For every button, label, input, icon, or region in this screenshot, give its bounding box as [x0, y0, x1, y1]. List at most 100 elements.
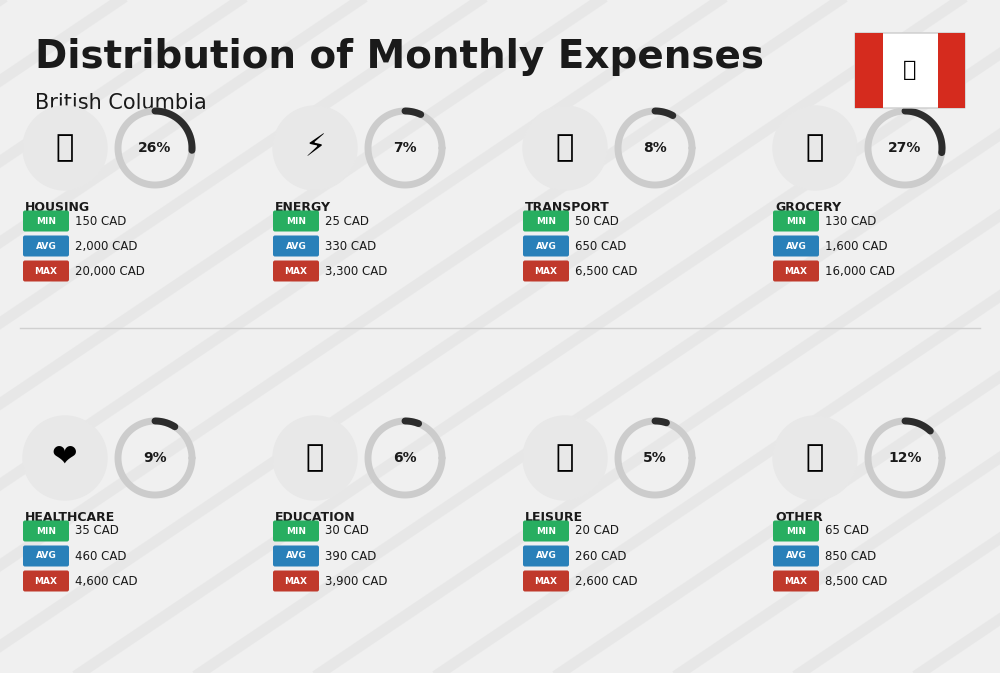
FancyBboxPatch shape [23, 260, 69, 281]
Text: MAX: MAX [784, 267, 808, 275]
Text: 150 CAD: 150 CAD [75, 215, 126, 227]
Text: MAX: MAX [34, 267, 58, 275]
Text: 🍁: 🍁 [903, 61, 917, 81]
Text: 🚌: 🚌 [556, 133, 574, 162]
Text: MAX: MAX [534, 267, 558, 275]
FancyBboxPatch shape [23, 211, 69, 232]
Text: Distribution of Monthly Expenses: Distribution of Monthly Expenses [35, 38, 764, 76]
Circle shape [273, 416, 357, 500]
Text: AVG: AVG [536, 551, 556, 561]
FancyBboxPatch shape [23, 236, 69, 256]
Text: 26%: 26% [138, 141, 172, 155]
Text: 260 CAD: 260 CAD [575, 549, 626, 563]
FancyBboxPatch shape [523, 571, 569, 592]
Text: 850 CAD: 850 CAD [825, 549, 876, 563]
Text: MAX: MAX [784, 577, 808, 586]
Text: ENERGY: ENERGY [275, 201, 331, 214]
FancyBboxPatch shape [773, 571, 819, 592]
Text: EDUCATION: EDUCATION [275, 511, 356, 524]
FancyBboxPatch shape [773, 520, 819, 542]
Text: 130 CAD: 130 CAD [825, 215, 876, 227]
Text: 5%: 5% [643, 451, 667, 465]
Text: 6,500 CAD: 6,500 CAD [575, 264, 638, 277]
FancyBboxPatch shape [773, 211, 819, 232]
Text: 390 CAD: 390 CAD [325, 549, 376, 563]
Text: HEALTHCARE: HEALTHCARE [25, 511, 115, 524]
Text: MAX: MAX [534, 577, 558, 586]
Text: 9%: 9% [143, 451, 167, 465]
Text: 8,500 CAD: 8,500 CAD [825, 575, 887, 588]
Text: MAX: MAX [34, 577, 58, 586]
Text: 12%: 12% [888, 451, 922, 465]
Text: 1,600 CAD: 1,600 CAD [825, 240, 888, 252]
FancyBboxPatch shape [773, 546, 819, 567]
Text: LEISURE: LEISURE [525, 511, 583, 524]
FancyBboxPatch shape [273, 236, 319, 256]
Text: AVG: AVG [36, 551, 56, 561]
Text: HOUSING: HOUSING [25, 201, 90, 214]
Text: AVG: AVG [786, 551, 806, 561]
Circle shape [23, 416, 107, 500]
Text: MIN: MIN [536, 217, 556, 225]
Text: 4,600 CAD: 4,600 CAD [75, 575, 138, 588]
FancyBboxPatch shape [855, 33, 883, 108]
Text: 🎓: 🎓 [306, 444, 324, 472]
Text: 8%: 8% [643, 141, 667, 155]
FancyBboxPatch shape [273, 546, 319, 567]
Text: AVG: AVG [286, 551, 306, 561]
Circle shape [773, 416, 857, 500]
Circle shape [773, 106, 857, 190]
Text: MAX: MAX [285, 267, 308, 275]
Circle shape [23, 106, 107, 190]
Text: TRANSPORT: TRANSPORT [525, 201, 610, 214]
Text: 650 CAD: 650 CAD [575, 240, 626, 252]
Text: 460 CAD: 460 CAD [75, 549, 126, 563]
FancyBboxPatch shape [523, 236, 569, 256]
Circle shape [523, 416, 607, 500]
FancyBboxPatch shape [273, 260, 319, 281]
Text: 🛒: 🛒 [806, 133, 824, 162]
Text: AVG: AVG [786, 242, 806, 250]
FancyBboxPatch shape [938, 33, 965, 108]
FancyBboxPatch shape [273, 211, 319, 232]
FancyBboxPatch shape [855, 33, 965, 108]
FancyBboxPatch shape [773, 236, 819, 256]
FancyBboxPatch shape [23, 571, 69, 592]
Text: 2,600 CAD: 2,600 CAD [575, 575, 638, 588]
Text: MIN: MIN [36, 526, 56, 536]
Text: MIN: MIN [36, 217, 56, 225]
Text: AVG: AVG [36, 242, 56, 250]
FancyBboxPatch shape [523, 260, 569, 281]
Text: 7%: 7% [393, 141, 417, 155]
Text: 50 CAD: 50 CAD [575, 215, 619, 227]
FancyBboxPatch shape [523, 211, 569, 232]
FancyBboxPatch shape [23, 520, 69, 542]
Text: AVG: AVG [286, 242, 306, 250]
Text: British Columbia: British Columbia [35, 93, 207, 113]
Text: 27%: 27% [888, 141, 922, 155]
Text: 65 CAD: 65 CAD [825, 524, 869, 538]
Text: AVG: AVG [536, 242, 556, 250]
Text: 🛍️: 🛍️ [556, 444, 574, 472]
Text: 16,000 CAD: 16,000 CAD [825, 264, 895, 277]
FancyBboxPatch shape [23, 546, 69, 567]
Text: 3,300 CAD: 3,300 CAD [325, 264, 387, 277]
Text: ❤️: ❤️ [52, 444, 78, 472]
Text: 2,000 CAD: 2,000 CAD [75, 240, 138, 252]
Text: OTHER: OTHER [775, 511, 823, 524]
Text: MIN: MIN [786, 217, 806, 225]
Text: MAX: MAX [285, 577, 308, 586]
FancyBboxPatch shape [273, 571, 319, 592]
FancyBboxPatch shape [523, 520, 569, 542]
Text: 🏢: 🏢 [56, 133, 74, 162]
Text: MIN: MIN [286, 217, 306, 225]
Text: 3,900 CAD: 3,900 CAD [325, 575, 388, 588]
FancyBboxPatch shape [773, 260, 819, 281]
Text: 25 CAD: 25 CAD [325, 215, 369, 227]
Text: MIN: MIN [786, 526, 806, 536]
FancyBboxPatch shape [273, 520, 319, 542]
Circle shape [523, 106, 607, 190]
Text: MIN: MIN [536, 526, 556, 536]
Text: 💰: 💰 [806, 444, 824, 472]
Text: 20,000 CAD: 20,000 CAD [75, 264, 145, 277]
